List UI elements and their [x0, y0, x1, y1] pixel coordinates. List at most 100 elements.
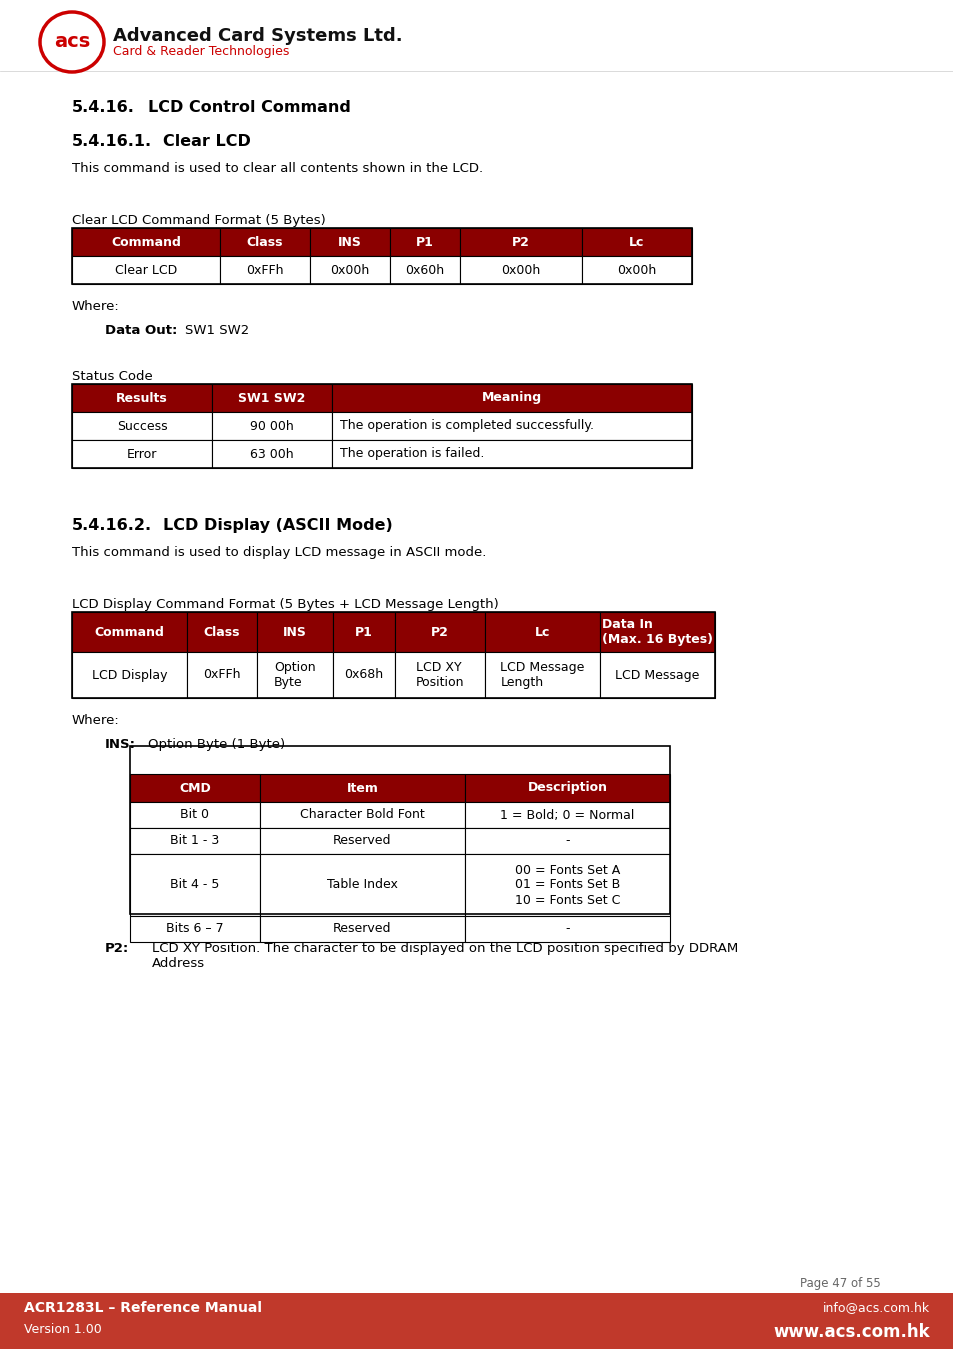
- Bar: [71, 228, 691, 285]
- Bar: [464, 828, 669, 854]
- Text: Where:: Where:: [71, 299, 120, 313]
- Text: Version 1.00: Version 1.00: [24, 1323, 102, 1336]
- Text: Meaning: Meaning: [481, 391, 541, 405]
- Text: P2: P2: [431, 626, 449, 638]
- Bar: [484, 612, 599, 652]
- Text: Clear LCD: Clear LCD: [114, 263, 177, 277]
- Text: 90 00h: 90 00h: [250, 420, 294, 433]
- Text: This command is used to clear all contents shown in the LCD.: This command is used to clear all conten…: [71, 162, 482, 175]
- Bar: [332, 384, 691, 411]
- Text: 0x00h: 0x00h: [501, 263, 540, 277]
- Text: P2:: P2:: [105, 942, 129, 955]
- Text: Reserved: Reserved: [333, 835, 392, 847]
- Text: Bit 4 - 5: Bit 4 - 5: [171, 878, 219, 892]
- Bar: [130, 746, 669, 915]
- Text: Data Out:: Data Out:: [105, 324, 177, 337]
- Text: 5.4.16.2.: 5.4.16.2.: [71, 518, 152, 533]
- Bar: [130, 828, 260, 854]
- Text: Advanced Card Systems Ltd.: Advanced Card Systems Ltd.: [112, 27, 402, 45]
- Bar: [130, 854, 260, 916]
- Text: Bit 0: Bit 0: [180, 808, 210, 822]
- Text: acs: acs: [53, 32, 90, 51]
- Text: Results: Results: [116, 391, 168, 405]
- Text: Class: Class: [204, 626, 240, 638]
- Text: 1 = Bold; 0 = Normal: 1 = Bold; 0 = Normal: [499, 808, 634, 822]
- Text: Success: Success: [116, 420, 167, 433]
- Bar: [71, 612, 714, 697]
- Bar: [187, 612, 256, 652]
- Bar: [71, 612, 187, 652]
- Bar: [220, 228, 310, 256]
- Text: LCD XY Position. The character to be displayed on the LCD position specified by : LCD XY Position. The character to be dis…: [152, 942, 738, 970]
- Text: SW1 SW2: SW1 SW2: [238, 391, 305, 405]
- Bar: [310, 228, 390, 256]
- Text: Item: Item: [346, 781, 378, 795]
- Text: INS: INS: [337, 236, 361, 248]
- Bar: [71, 384, 691, 468]
- Text: Clear LCD Command Format (5 Bytes): Clear LCD Command Format (5 Bytes): [71, 214, 325, 227]
- Bar: [260, 916, 464, 942]
- Text: The operation is failed.: The operation is failed.: [339, 448, 484, 460]
- Text: Command: Command: [111, 236, 181, 248]
- Bar: [212, 411, 332, 440]
- Text: SW1 SW2: SW1 SW2: [185, 324, 249, 337]
- Text: LCD Display (ASCII Mode): LCD Display (ASCII Mode): [163, 518, 393, 533]
- Text: LCD XY
Position: LCD XY Position: [416, 661, 464, 689]
- Bar: [332, 411, 691, 440]
- Text: Error: Error: [127, 448, 157, 460]
- Text: P2: P2: [512, 236, 529, 248]
- Bar: [71, 411, 212, 440]
- Text: Card & Reader Technologies: Card & Reader Technologies: [112, 45, 289, 58]
- Text: Lc: Lc: [535, 626, 550, 638]
- Text: 0xFFh: 0xFFh: [246, 263, 283, 277]
- Bar: [71, 228, 220, 256]
- Text: INS: INS: [283, 626, 307, 638]
- Bar: [333, 652, 395, 697]
- Bar: [71, 440, 212, 468]
- Text: 0x68h: 0x68h: [344, 669, 383, 681]
- Bar: [212, 440, 332, 468]
- Bar: [581, 228, 691, 256]
- Text: Command: Command: [94, 626, 164, 638]
- Bar: [212, 384, 332, 411]
- Text: This command is used to display LCD message in ASCII mode.: This command is used to display LCD mess…: [71, 546, 486, 558]
- Bar: [390, 256, 459, 285]
- Text: 5.4.16.: 5.4.16.: [71, 100, 134, 115]
- Bar: [256, 612, 333, 652]
- Bar: [464, 854, 669, 916]
- Text: 0xFFh: 0xFFh: [203, 669, 240, 681]
- Text: Reserved: Reserved: [333, 923, 392, 935]
- Text: CMD: CMD: [179, 781, 211, 795]
- Bar: [333, 612, 395, 652]
- Text: 0x60h: 0x60h: [405, 263, 444, 277]
- Bar: [260, 774, 464, 803]
- Text: Data In
(Max. 16 Bytes): Data In (Max. 16 Bytes): [601, 618, 712, 646]
- Bar: [395, 612, 484, 652]
- Bar: [332, 440, 691, 468]
- Bar: [130, 774, 260, 803]
- Text: Class: Class: [247, 236, 283, 248]
- Text: ACR1283L – Reference Manual: ACR1283L – Reference Manual: [24, 1300, 262, 1315]
- Text: 00 = Fonts Set A
01 = Fonts Set B
10 = Fonts Set C: 00 = Fonts Set A 01 = Fonts Set B 10 = F…: [515, 863, 619, 907]
- Text: Bit 1 - 3: Bit 1 - 3: [171, 835, 219, 847]
- Bar: [0, 1292, 953, 1349]
- Bar: [220, 256, 310, 285]
- Bar: [599, 652, 714, 697]
- Text: The operation is completed successfully.: The operation is completed successfully.: [339, 420, 594, 433]
- Bar: [390, 228, 459, 256]
- Bar: [581, 256, 691, 285]
- Text: Option
Byte: Option Byte: [274, 661, 315, 689]
- Bar: [260, 828, 464, 854]
- Text: LCD Display Command Format (5 Bytes + LCD Message Length): LCD Display Command Format (5 Bytes + LC…: [71, 598, 498, 611]
- Text: 0x00h: 0x00h: [330, 263, 369, 277]
- Text: -: -: [565, 835, 569, 847]
- Text: P1: P1: [416, 236, 434, 248]
- Text: Description: Description: [527, 781, 607, 795]
- Text: LCD Message
Length: LCD Message Length: [499, 661, 584, 689]
- Bar: [459, 256, 581, 285]
- Text: Bits 6 – 7: Bits 6 – 7: [166, 923, 224, 935]
- Bar: [256, 652, 333, 697]
- Bar: [187, 652, 256, 697]
- Text: P1: P1: [355, 626, 373, 638]
- Bar: [464, 803, 669, 828]
